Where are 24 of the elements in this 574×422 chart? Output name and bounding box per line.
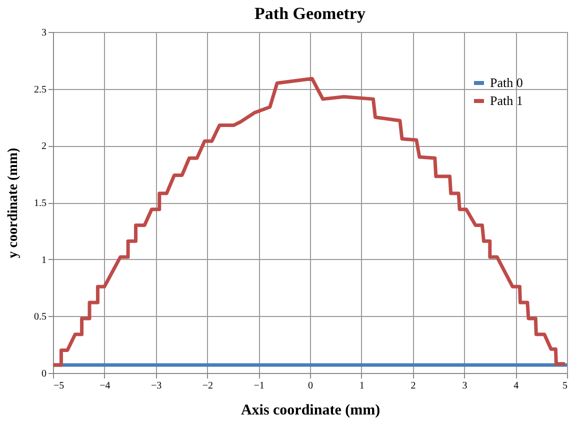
- y-tick-label: 0: [42, 368, 46, 380]
- y-tick-label: 1: [42, 254, 46, 266]
- x-tick-label: −1: [254, 380, 264, 392]
- x-tick-label: 2: [410, 380, 416, 392]
- x-tick-label: −2: [202, 380, 214, 392]
- x-tick-label: 1: [359, 380, 364, 392]
- line-series: [51, 76, 567, 367]
- x-tick-label: −3: [150, 380, 162, 392]
- y-tick-label: 2: [42, 141, 46, 152]
- x-axis-title: Axis coordinate (mm): [240, 402, 380, 418]
- x-tick-label: 0: [308, 380, 313, 392]
- y-tick-label: 2.5: [34, 84, 46, 96]
- x-tick-label: −5: [54, 380, 64, 392]
- x-tick-label: 3: [462, 380, 468, 392]
- legend-label: Path 0: [490, 75, 523, 90]
- legend-label: Path 1: [490, 93, 523, 108]
- y-tick-label: 0.5: [34, 312, 46, 323]
- x-tick-label: 4: [514, 380, 519, 392]
- x-tick-label: 5: [562, 380, 568, 392]
- chart-title: Path Geometry: [254, 4, 366, 23]
- y-tick-label: 3: [42, 28, 46, 38]
- x-tick-label: −4: [100, 380, 110, 392]
- y-axis-title: y coordinate (mm): [6, 147, 21, 258]
- y-tick-label: 1.5: [34, 198, 46, 209]
